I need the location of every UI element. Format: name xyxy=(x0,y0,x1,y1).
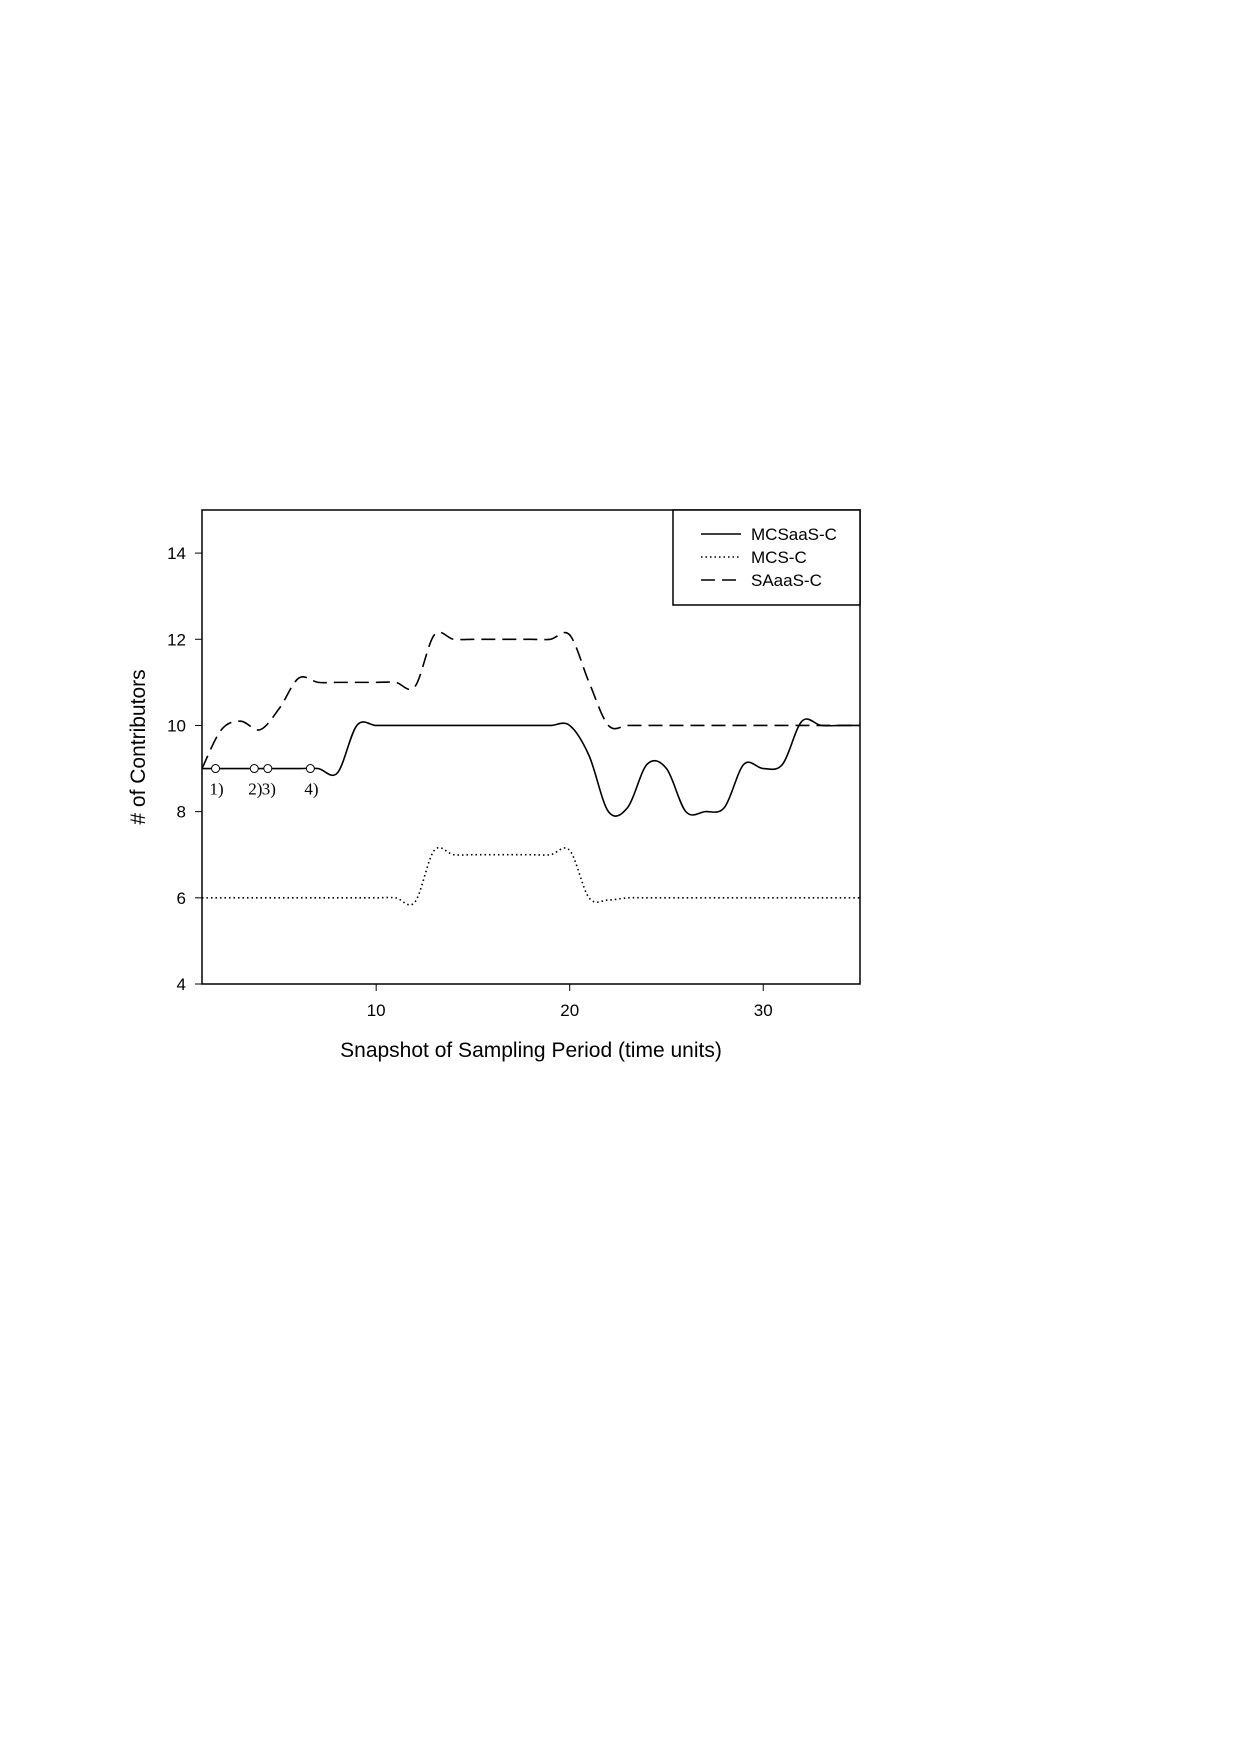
legend-label: MCSaaS-C xyxy=(751,525,837,544)
x-tick-label: 10 xyxy=(367,1001,386,1020)
y-tick-label: 12 xyxy=(167,630,186,649)
annotation-label: 2) xyxy=(248,780,262,799)
x-tick-label: 20 xyxy=(560,1001,579,1020)
annotation-label: 4) xyxy=(304,780,318,799)
legend-label: SAaaS-C xyxy=(751,571,822,590)
x-axis-label: Snapshot of Sampling Period (time units) xyxy=(340,1039,722,1062)
plot-frame xyxy=(201,509,861,985)
annotation-label: 1) xyxy=(210,780,224,799)
y-tick-label: 14 xyxy=(167,544,186,563)
y-axis-label: # of Contributors xyxy=(127,669,150,824)
series-line xyxy=(202,846,860,906)
y-tick-label: 6 xyxy=(177,889,186,908)
y-tick-label: 4 xyxy=(177,975,186,994)
series-line xyxy=(201,718,860,817)
legend-label: MCS-C xyxy=(751,548,807,567)
y-tick-label: 8 xyxy=(177,803,186,822)
series-line xyxy=(201,631,860,769)
annotation-label: 3) xyxy=(262,780,276,799)
x-tick-label: 30 xyxy=(754,1001,773,1020)
annotation-marker xyxy=(305,764,315,774)
y-tick-label: 10 xyxy=(167,716,186,735)
annotation-marker xyxy=(249,764,259,774)
annotation-marker xyxy=(211,764,221,774)
legend-box xyxy=(672,509,861,606)
annotation-marker xyxy=(263,764,273,774)
